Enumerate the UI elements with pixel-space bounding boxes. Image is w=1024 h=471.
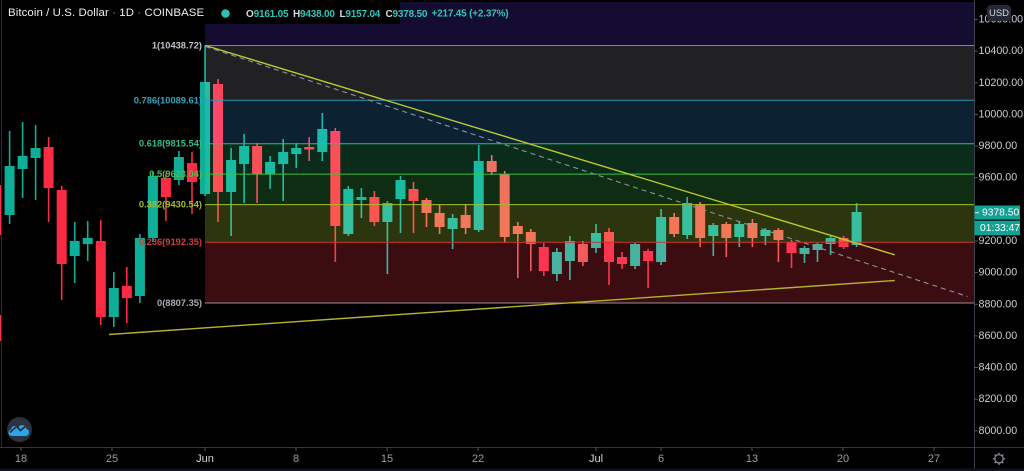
svg-text:0(8807.35): 0(8807.35) bbox=[157, 298, 202, 308]
svg-text:8200.00: 8200.00 bbox=[979, 393, 1018, 405]
svg-text:9800.00: 9800.00 bbox=[979, 140, 1018, 152]
svg-text:Bitcoin / U.S. Dollar · 1D · C: Bitcoin / U.S. Dollar · 1D · COINBASE bbox=[8, 7, 204, 19]
svg-text:9000.00: 9000.00 bbox=[979, 267, 1018, 279]
svg-text:Jul: Jul bbox=[589, 453, 603, 465]
svg-text:13: 13 bbox=[746, 453, 758, 465]
svg-text:10000.00: 10000.00 bbox=[979, 109, 1024, 121]
svg-text:01:33:47: 01:33:47 bbox=[980, 223, 1020, 234]
svg-text:8600.00: 8600.00 bbox=[979, 330, 1018, 342]
svg-text:0.786(10089.61): 0.786(10089.61) bbox=[134, 95, 202, 105]
svg-text:H9438.00: H9438.00 bbox=[293, 9, 335, 20]
svg-text:+217.45 (+2.37%): +217.45 (+2.37%) bbox=[432, 9, 509, 20]
svg-text:9600.00: 9600.00 bbox=[979, 172, 1018, 184]
svg-text:8400.00: 8400.00 bbox=[979, 362, 1018, 374]
svg-text:L9157.04: L9157.04 bbox=[340, 9, 381, 20]
svg-text:25: 25 bbox=[106, 453, 118, 465]
svg-text:18: 18 bbox=[15, 453, 27, 465]
svg-text:8000.00: 8000.00 bbox=[979, 425, 1018, 437]
svg-text:0.236(9192.35): 0.236(9192.35) bbox=[139, 237, 202, 247]
svg-text:0.382(9430.54): 0.382(9430.54) bbox=[139, 200, 202, 210]
svg-text:0.618(9815.54): 0.618(9815.54) bbox=[139, 139, 202, 149]
svg-text:9200.00: 9200.00 bbox=[979, 235, 1018, 247]
svg-text:10200.00: 10200.00 bbox=[979, 77, 1024, 89]
svg-text:9378.50: 9378.50 bbox=[982, 208, 1019, 219]
svg-text:C9378.50: C9378.50 bbox=[386, 9, 428, 20]
svg-text:8: 8 bbox=[293, 453, 299, 465]
svg-text:15: 15 bbox=[381, 453, 393, 465]
svg-text:27: 27 bbox=[928, 453, 940, 465]
svg-text:O9161.05: O9161.05 bbox=[246, 9, 289, 20]
svg-text:1(10438.72): 1(10438.72) bbox=[152, 41, 202, 51]
svg-text:USD: USD bbox=[989, 8, 1009, 19]
svg-text:Jun: Jun bbox=[196, 453, 214, 465]
svg-text:0.5(9623.04): 0.5(9623.04) bbox=[149, 169, 202, 179]
svg-text:20: 20 bbox=[837, 453, 849, 465]
svg-text:8800.00: 8800.00 bbox=[979, 298, 1018, 310]
svg-text:22: 22 bbox=[472, 453, 484, 465]
svg-text:6: 6 bbox=[658, 453, 664, 465]
svg-text:10400.00: 10400.00 bbox=[979, 45, 1024, 57]
